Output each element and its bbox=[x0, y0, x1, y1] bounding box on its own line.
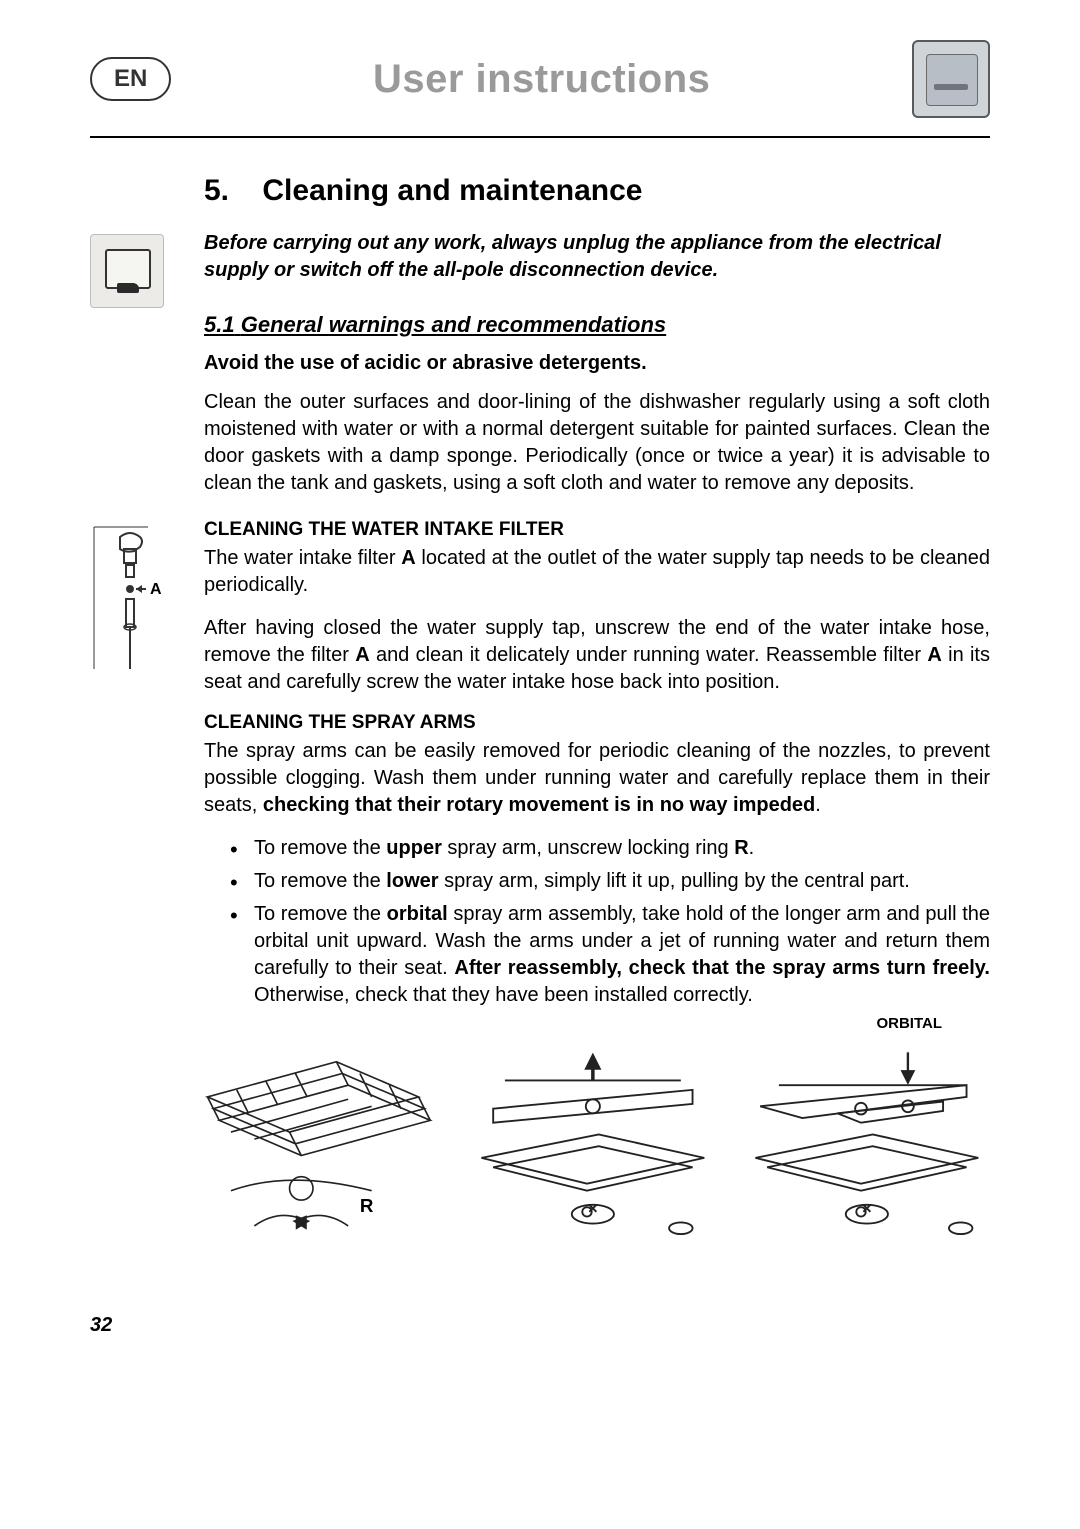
orbital-label: ORBITAL bbox=[204, 1015, 942, 1032]
section-heading: 5.1 General warnings and recommendations bbox=[204, 312, 990, 338]
locking-ring-label: R bbox=[360, 1195, 374, 1216]
list-item: To remove the lower spray arm, simply li… bbox=[230, 868, 990, 895]
chapter-row: 5. Cleaning and maintenance bbox=[90, 166, 990, 230]
chapter-number: 5. bbox=[204, 174, 229, 207]
page-title: User instructions bbox=[171, 57, 912, 102]
section-title: General warnings and recommendations bbox=[241, 312, 666, 337]
filter-heading: CLEANING THE WATER INTAKE FILTER bbox=[204, 519, 990, 541]
chapter-title-text: Cleaning and maintenance bbox=[262, 174, 642, 207]
filter-label-a: A bbox=[150, 581, 162, 598]
orbital-spray-arm-diagram bbox=[732, 1050, 990, 1266]
unplug-warning-icon bbox=[90, 234, 164, 308]
general-cleaning-paragraph: Clean the outer surfaces and door-lining… bbox=[204, 389, 990, 497]
filter-paragraph-1: The water intake filter A located at the… bbox=[204, 545, 990, 599]
warning-row: Before carrying out any work, always unp… bbox=[90, 230, 990, 312]
filter-paragraph-2: After having closed the water supply tap… bbox=[204, 615, 990, 696]
spray-arms-bullet-list: To remove the upper spray arm, unscrew l… bbox=[204, 835, 990, 1009]
page-number: 32 bbox=[90, 1314, 990, 1337]
water-intake-filter-diagram: A bbox=[90, 519, 174, 689]
page: EN User instructions 5. Cleaning and mai… bbox=[0, 40, 1080, 1337]
list-item: To remove the upper spray arm, unscrew l… bbox=[230, 835, 990, 862]
spray-arms-paragraph: The spray arms can be easily removed for… bbox=[204, 738, 990, 819]
list-item: To remove the orbital spray arm assembly… bbox=[230, 901, 990, 1009]
page-header: EN User instructions bbox=[90, 40, 990, 138]
language-badge: EN bbox=[90, 57, 171, 101]
lower-spray-arm-diagram bbox=[458, 1050, 716, 1266]
spray-arms-heading: CLEANING THE SPRAY ARMS bbox=[204, 712, 990, 734]
section-number: 5.1 bbox=[204, 312, 235, 337]
upper-spray-arm-diagram: R bbox=[184, 1050, 442, 1266]
avoid-detergents-line: Avoid the use of acidic or abrasive dete… bbox=[204, 352, 990, 375]
filter-row: A CLEANING THE WATER INTAKE FILTER The w… bbox=[90, 513, 990, 1266]
chapter-heading: 5. Cleaning and maintenance bbox=[204, 174, 990, 208]
warning-text: Before carrying out any work, always unp… bbox=[204, 230, 990, 284]
section-row: 5.1 General warnings and recommendations… bbox=[90, 312, 990, 513]
figure-row: R bbox=[184, 1050, 990, 1266]
appliance-icon bbox=[912, 40, 990, 118]
